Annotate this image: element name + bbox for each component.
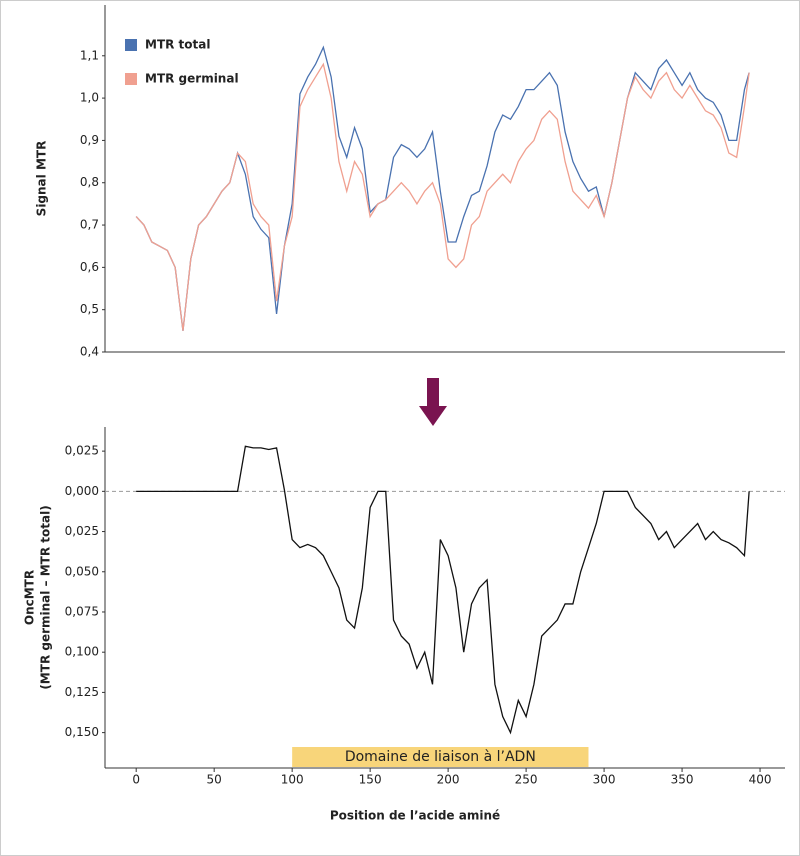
y-tick-label: 0,075 (65, 604, 99, 618)
x-tick-label: 400 (749, 773, 772, 787)
y-tick-label: 0,025 (65, 524, 99, 538)
x-tick-label: 0 (132, 773, 140, 787)
legend-label: MTR germinal (145, 72, 239, 86)
domain-label: Domaine de liaison à l’ADN (345, 749, 536, 765)
y-tick-label: 1,0 (80, 91, 99, 105)
x-tick-label: 100 (281, 773, 304, 787)
domain-band (292, 747, 589, 767)
x-tick-label: 250 (515, 773, 538, 787)
y-axis-label: (MTR germinal – MTR total) (39, 505, 53, 689)
x-tick-label: 50 (207, 773, 222, 787)
arrow-head (419, 406, 447, 426)
y-tick-label: 0,4 (80, 345, 99, 359)
series-line (136, 445, 750, 735)
y-tick-label: 0,7 (80, 218, 99, 232)
y-tick-label: 0,6 (80, 260, 99, 274)
y-tick-label: 0,100 (65, 645, 99, 659)
arrow-shaft (427, 378, 439, 408)
y-tick-label: 0,025 (65, 444, 99, 458)
x-tick-label: 200 (437, 773, 460, 787)
y-tick-label: 0,150 (65, 725, 99, 739)
legend-swatch (125, 73, 137, 85)
legend-label: MTR total (145, 38, 210, 52)
y-tick-label: 0,050 (65, 564, 99, 578)
y-tick-label: 0,9 (80, 133, 99, 147)
x-tick-label: 150 (359, 773, 382, 787)
y-tick-label: 1,1 (80, 48, 99, 62)
legend-swatch (125, 39, 137, 51)
y-axis-label: Signal MTR (35, 141, 49, 217)
y-tick-label: 0,000 (65, 484, 99, 498)
series-line (135, 45, 750, 331)
y-tick-label: 0,8 (80, 175, 99, 189)
series-line (135, 62, 750, 331)
x-tick-label: 300 (593, 773, 616, 787)
x-tick-label: 350 (671, 773, 694, 787)
x-axis-label: Position de l’acide aminé (330, 809, 500, 823)
y-tick-label: 0,5 (80, 302, 99, 316)
y-axis-label: OncMTR (23, 570, 37, 625)
y-tick-label: 0,125 (65, 685, 99, 699)
